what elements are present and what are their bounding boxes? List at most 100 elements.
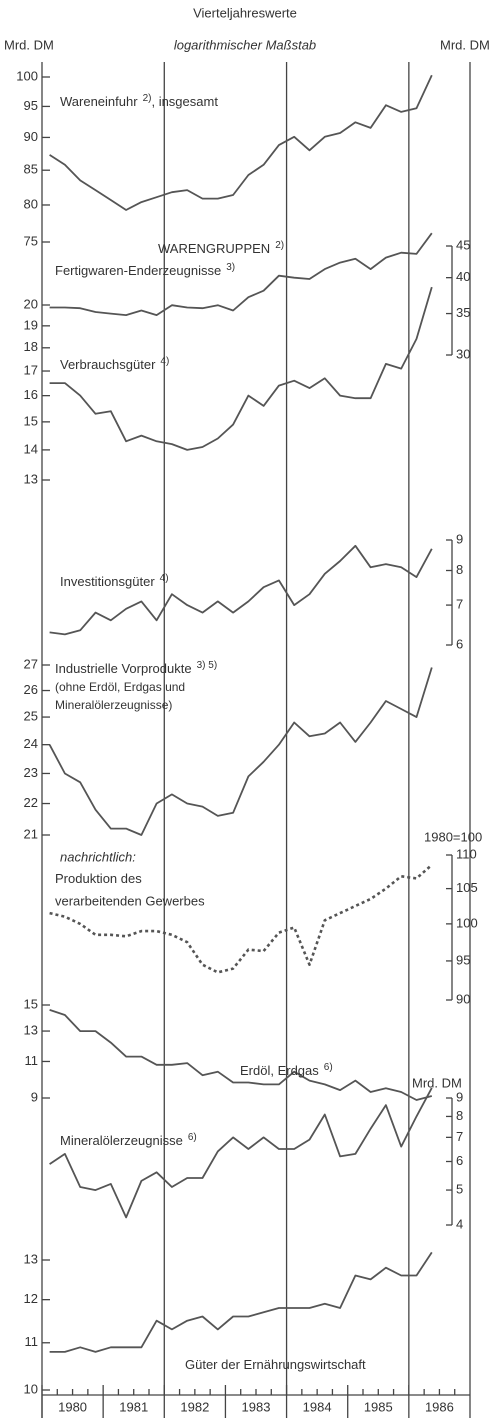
- series-prefix: nachrichtlich:: [60, 849, 136, 864]
- y2-tick-label: 7: [456, 597, 463, 612]
- heading-text: WARENGRUPPEN: [158, 241, 270, 256]
- x-tick-label: 1982: [180, 1399, 209, 1414]
- series-line: [49, 74, 433, 211]
- series-line: [49, 286, 433, 451]
- series-name: Mineralölerzeugnisse: [60, 1133, 183, 1148]
- x-tick-label: 1986: [425, 1399, 454, 1414]
- y-tick-label: 95: [24, 98, 38, 113]
- series-label: Erdöl, Erdgas 6): [240, 1062, 333, 1079]
- series-label: Investitionsgüter 4): [60, 573, 169, 590]
- series-line: [49, 544, 433, 636]
- series-note: 4): [160, 356, 169, 367]
- y2-axis-label: Mrd. DM: [440, 37, 490, 52]
- y2-tick-label: 30: [456, 346, 470, 361]
- y2-tick-label: 4: [456, 1216, 463, 1231]
- series-sublabel: Mineralölerzeugnisse): [55, 698, 172, 712]
- y-tick-label: 21: [24, 826, 38, 841]
- y-tick-label: 9: [31, 1089, 38, 1104]
- series-name: Produktion des: [55, 871, 142, 886]
- series-line: [48, 667, 433, 836]
- x-tick-label: 1980: [58, 1399, 87, 1414]
- x-tick-label: 1985: [364, 1399, 393, 1414]
- y2-tick-label: 110: [456, 846, 477, 861]
- series-sublabel: (ohne Erdöl, Erdgas und: [55, 680, 185, 694]
- y-tick-label: 14: [24, 441, 38, 456]
- y-tick-label: 100: [16, 68, 38, 83]
- y-tick-label: 12: [24, 1291, 38, 1306]
- x-tick-label: 1981: [119, 1399, 148, 1414]
- y-tick-label: 11: [25, 1053, 39, 1068]
- series-label: Mineralölerzeugnisse 6): [60, 1132, 197, 1149]
- y-tick-label: 85: [24, 162, 38, 177]
- series-label: Verbrauchsgüter 4): [60, 356, 169, 373]
- series-label: Wareneinfuhr 2), insgesamt: [60, 93, 218, 110]
- y2-tick-label: 100: [456, 915, 478, 930]
- series-name: Wareneinfuhr: [60, 94, 138, 109]
- y-tick-label: 22: [24, 795, 38, 810]
- series-line: [49, 1009, 433, 1101]
- y2-unit-label: 1980=100: [424, 829, 482, 844]
- y-tick-label: 75: [24, 233, 38, 248]
- chart-title: Vierteljahreswerte: [193, 5, 297, 20]
- y-tick-label: 17: [24, 362, 38, 377]
- series-note: 3) 5): [197, 660, 218, 671]
- y-tick-label: 10: [24, 1381, 38, 1396]
- y-tick-label: 15: [24, 996, 38, 1011]
- series-name: Fertigwaren-Enderzeugnisse: [55, 263, 221, 278]
- y2-unit-label: Mrd. DM: [412, 1075, 462, 1090]
- series-line: [49, 232, 433, 316]
- y-tick-label: 90: [24, 129, 38, 144]
- series-note: 3): [226, 262, 235, 273]
- y-tick-label: 27: [24, 656, 38, 671]
- heading-note: 2): [275, 240, 284, 251]
- series-note: 2): [143, 93, 152, 104]
- y-tick-label: 15: [24, 413, 38, 428]
- series-name: Güter der Ernährungswirtschaft: [185, 1357, 366, 1372]
- y2-tick-label: 45: [456, 237, 470, 252]
- y-tick-label: 20: [24, 296, 38, 311]
- y-tick-label: 24: [24, 736, 38, 751]
- series-note: 4): [160, 573, 169, 584]
- y-tick-label: 18: [24, 339, 38, 354]
- y-tick-label: 25: [24, 708, 38, 723]
- y-tick-label: 19: [24, 317, 38, 332]
- series-label: Fertigwaren-Enderzeugnisse 3): [55, 262, 235, 279]
- series-label: Produktion des: [55, 871, 142, 886]
- y-tick-label: 13: [24, 1251, 38, 1266]
- series-note: 6): [324, 1062, 333, 1073]
- x-tick-label: 1984: [303, 1399, 332, 1414]
- y2-tick-label: 9: [456, 1089, 463, 1104]
- series-sublabel: verarbeitenden Gewerbes: [55, 893, 205, 908]
- y2-tick-label: 40: [456, 269, 470, 284]
- y2-tick-label: 6: [456, 1153, 463, 1168]
- y2-tick-label: 35: [456, 305, 470, 320]
- y-tick-label: 23: [24, 765, 38, 780]
- y-tick-label: 26: [24, 682, 38, 697]
- series-label: Industrielle Vorprodukte 3) 5): [55, 660, 217, 677]
- y-tick-label: 13: [24, 471, 38, 486]
- y2-tick-label: 9: [456, 531, 463, 546]
- y2-tick-label: 6: [456, 636, 463, 651]
- series-line: [49, 1251, 433, 1353]
- series-note: 6): [188, 1132, 197, 1143]
- series-label: Güter der Ernährungswirtschaft: [185, 1357, 366, 1372]
- y2-tick-label: 95: [456, 952, 470, 967]
- x-tick-label: 1983: [242, 1399, 271, 1414]
- y2-tick-label: 7: [456, 1129, 463, 1144]
- y-tick-label: 80: [24, 196, 38, 211]
- y-tick-label: 16: [24, 387, 38, 402]
- y-axis-label: Mrd. DM: [4, 37, 54, 52]
- series-line: [49, 863, 433, 974]
- series-name: Verbrauchsgüter: [60, 357, 156, 372]
- chart-subtitle: logarithmischer Maßstab: [174, 37, 316, 52]
- series-name: Industrielle Vorprodukte: [55, 661, 192, 676]
- group-heading: WARENGRUPPEN 2): [158, 240, 284, 257]
- series-line: [49, 1087, 433, 1219]
- y2-tick-label: 8: [456, 1108, 463, 1123]
- y-tick-label: 13: [24, 1022, 38, 1037]
- y2-tick-label: 90: [456, 991, 470, 1006]
- series-suffix: , insgesamt: [151, 94, 218, 109]
- y2-tick-label: 105: [456, 880, 478, 895]
- y-tick-label: 11: [25, 1334, 39, 1349]
